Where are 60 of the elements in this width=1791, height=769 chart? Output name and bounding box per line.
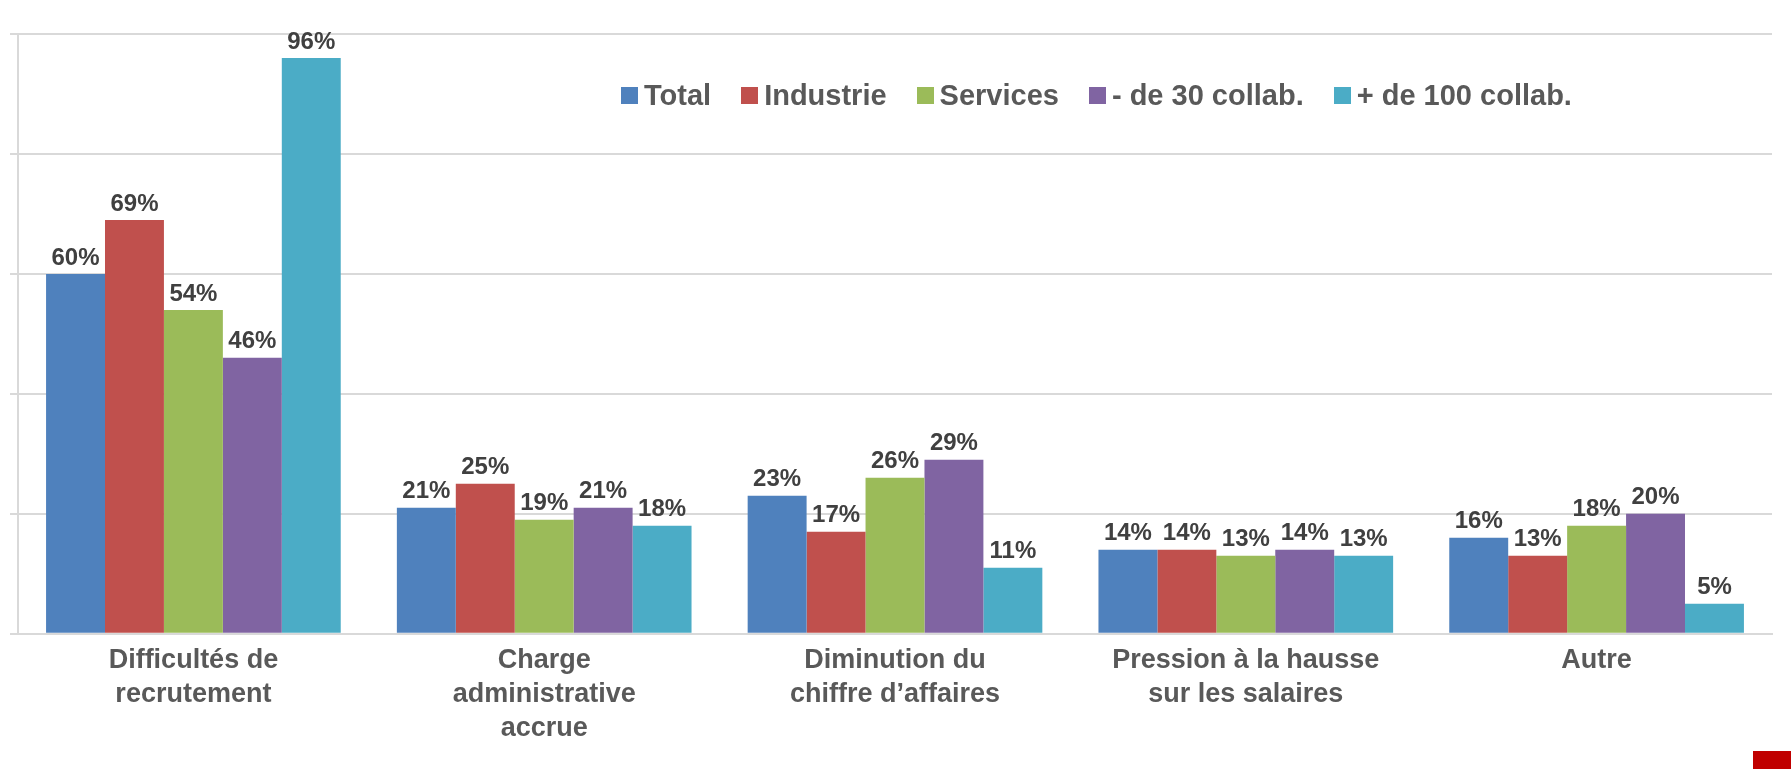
x-tick-label: Charge administrative accrue (452, 644, 636, 742)
data-label: 21% (579, 476, 628, 504)
data-label: 14% (1162, 518, 1211, 546)
legend-label: Total (644, 79, 712, 112)
bar (1334, 555, 1394, 633)
bar (105, 219, 164, 633)
data-label: 25% (461, 452, 510, 480)
bar (1626, 513, 1685, 633)
data-label: 20% (1631, 482, 1680, 510)
data-label: 13% (1221, 524, 1270, 552)
x-tick-label: Pression à la hausse sur les salaires (1112, 644, 1380, 708)
legend-label: Industrie (764, 79, 887, 112)
bar (281, 57, 341, 633)
legend-label: + de 100 collab. (1356, 79, 1572, 112)
bar (1685, 603, 1744, 633)
x-tick-label: Autre (1561, 644, 1632, 675)
bar (46, 273, 105, 633)
bar (163, 309, 223, 633)
data-label: 21% (402, 476, 451, 504)
bar (1508, 555, 1568, 633)
legend-label: - de 30 collab. (1111, 79, 1304, 112)
data-label: 14% (1280, 518, 1329, 546)
bar (1157, 549, 1217, 633)
bar (514, 519, 574, 633)
data-label: 5% (1697, 572, 1732, 600)
data-label: 29% (929, 428, 978, 456)
bar (1567, 525, 1627, 633)
data-label: 54% (169, 278, 218, 306)
bar (1449, 537, 1509, 633)
data-label: 23% (753, 464, 802, 492)
data-label: 19% (520, 488, 569, 516)
data-label: 13% (1513, 524, 1562, 552)
x-tick-label: Difficultés de recrutement (108, 644, 279, 708)
bar (865, 477, 925, 633)
bar (747, 495, 807, 633)
bar (1098, 549, 1158, 633)
x-tick-label: Diminution du chiffre d’affaires (789, 644, 1001, 708)
data-label: 16% (1454, 506, 1503, 534)
data-label: 11% (989, 536, 1037, 564)
bar (222, 357, 282, 633)
data-label: 14% (1103, 518, 1152, 546)
data-label: 60% (51, 242, 100, 270)
bar (573, 507, 633, 633)
data-label: 13% (1339, 524, 1388, 552)
data-label: 18% (1572, 494, 1621, 522)
bar (1216, 555, 1276, 633)
data-label: 96% (287, 26, 336, 54)
bar (1275, 549, 1335, 633)
bar (924, 459, 984, 633)
data-label: 17% (812, 500, 861, 528)
bar (632, 525, 692, 633)
data-label: 26% (870, 446, 920, 474)
data-label: 69% (110, 188, 159, 216)
legend-label: Services (939, 79, 1059, 112)
bar (806, 531, 866, 633)
data-label: 18% (638, 494, 687, 522)
bar (396, 507, 456, 633)
bar (983, 567, 1043, 633)
bar (455, 483, 515, 633)
data-label: 46% (228, 326, 277, 354)
